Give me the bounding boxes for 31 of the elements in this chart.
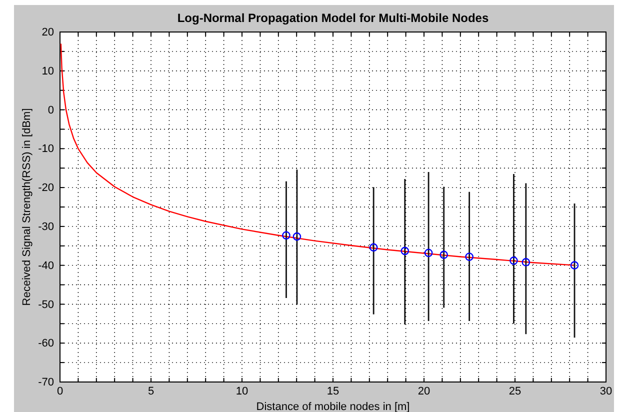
x-axis-title: Distance of mobile nodes in [m] xyxy=(256,401,410,412)
y-tick-label: -30 xyxy=(38,220,54,233)
y-tick-label: 10 xyxy=(42,65,54,78)
point xyxy=(440,250,448,259)
y-tick-label: -20 xyxy=(38,182,54,194)
x-tick-label: 0 xyxy=(56,386,64,398)
y-tick-label: 20 xyxy=(42,26,54,39)
point xyxy=(570,261,579,270)
y-axis-title: Received Signal Strength(RSS) in [dBm] xyxy=(21,108,33,306)
y-tick-label: -40 xyxy=(38,260,54,272)
point xyxy=(292,232,302,241)
point xyxy=(510,256,518,265)
y-tick-label: -70 xyxy=(38,376,54,389)
line-series xyxy=(60,43,576,266)
x-tick-label: 10 xyxy=(236,386,248,398)
x-tick-label: 15 xyxy=(326,386,340,398)
x-tick-label: 5 xyxy=(148,386,154,398)
y-tick-label: 0 xyxy=(48,104,54,116)
point xyxy=(424,248,433,258)
x-tick-label: 25 xyxy=(508,386,522,398)
y-tick-label: -10 xyxy=(38,143,54,156)
y-tick-label: -60 xyxy=(38,338,54,350)
y-tick-label: -50 xyxy=(38,298,54,311)
point xyxy=(522,258,530,266)
point xyxy=(369,243,378,252)
x-tick-label: 30 xyxy=(600,386,612,398)
point xyxy=(400,246,410,256)
chart-title: Log-Normal Propagation Model for Multi-Mobile Nodes xyxy=(177,11,489,25)
point xyxy=(465,252,474,261)
x-tick-label: 20 xyxy=(418,386,430,398)
point xyxy=(282,231,290,240)
